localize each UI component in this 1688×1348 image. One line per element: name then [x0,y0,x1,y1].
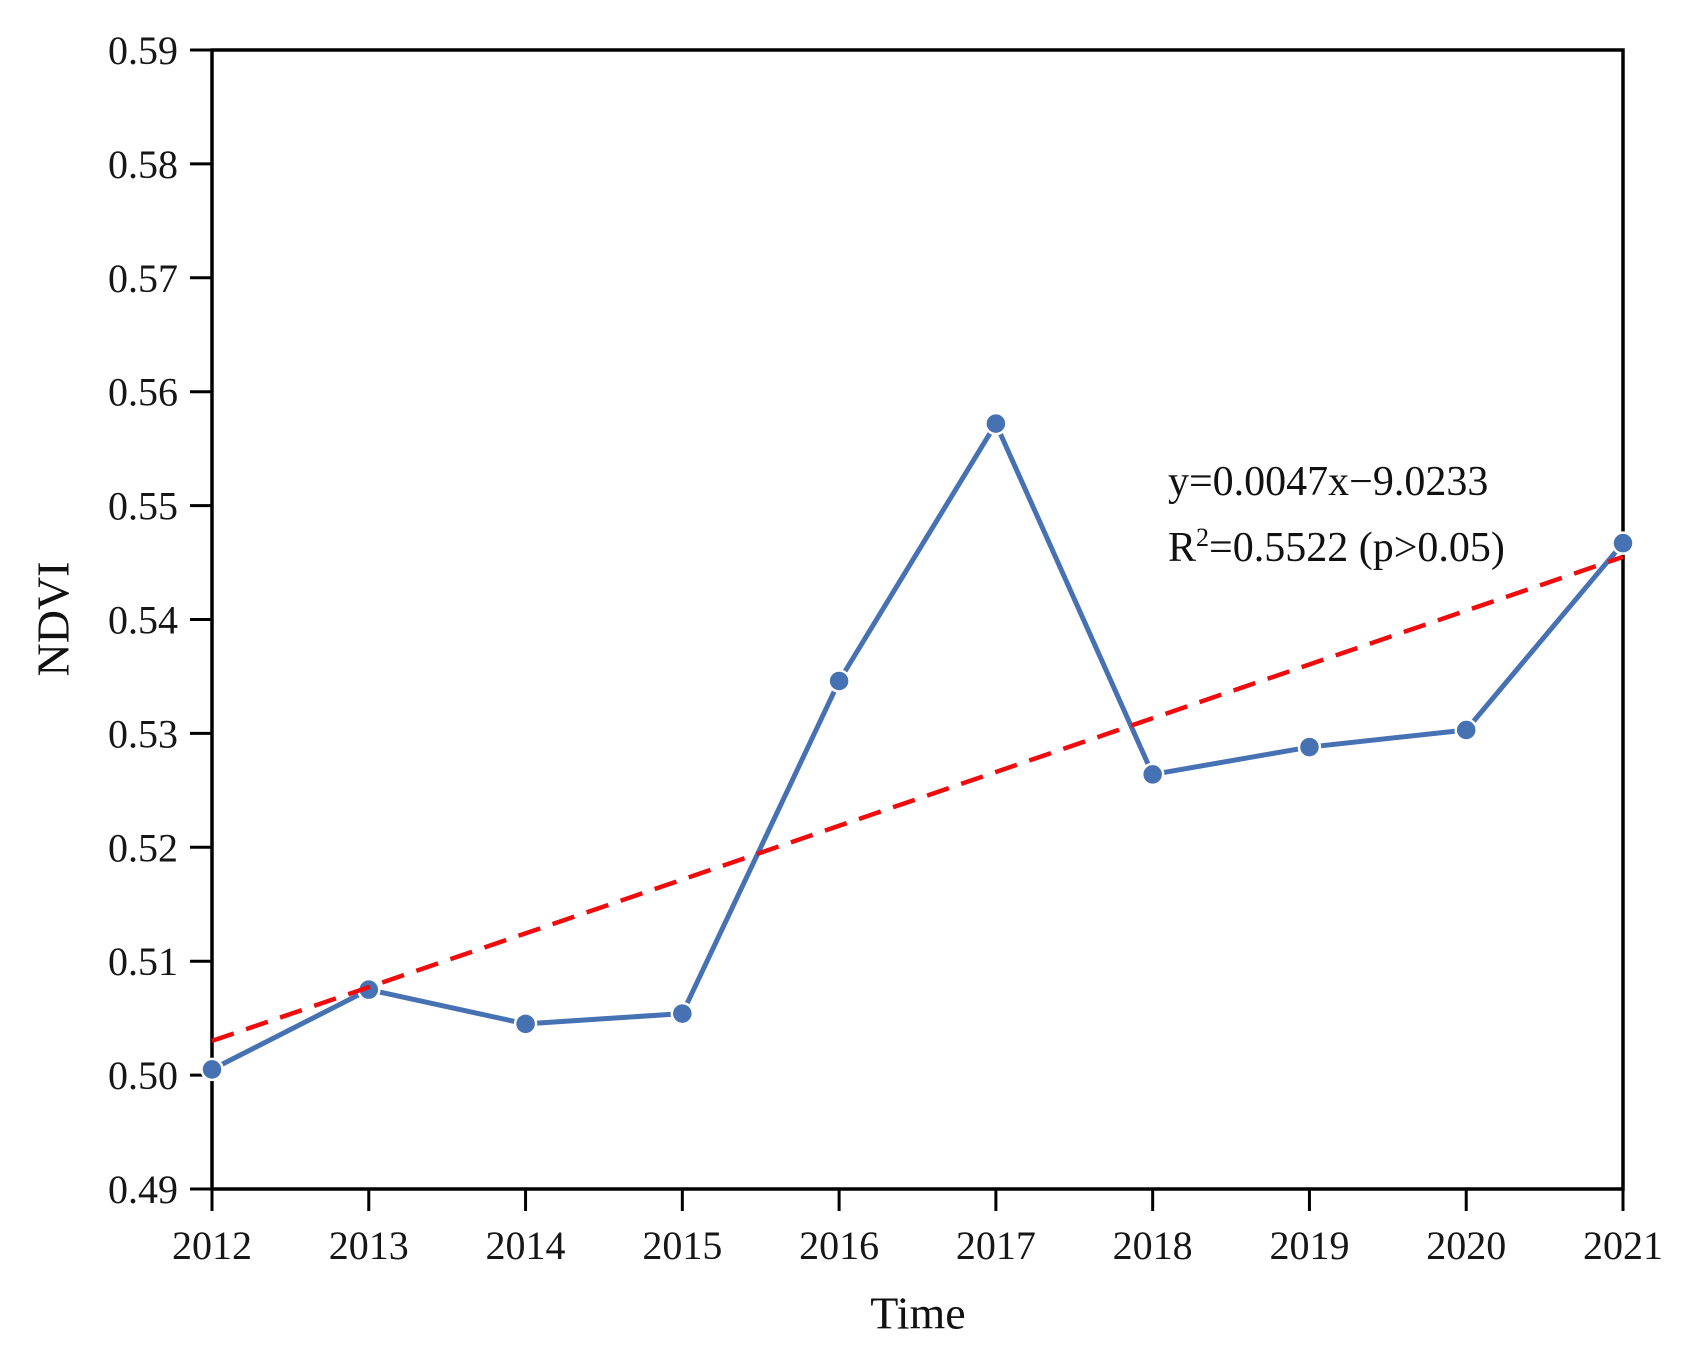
x-tick-label-2020: 2020 [1426,1223,1506,1268]
y-tick-label-0.57: 0.57 [108,256,178,301]
y-tick-label-0.49: 0.49 [108,1167,178,1212]
x-tick-label-2013: 2013 [329,1223,409,1268]
y-tick-label-0.56: 0.56 [108,370,178,415]
y-tick-label-0.51: 0.51 [108,939,178,984]
x-tick-label-2016: 2016 [799,1223,879,1268]
plot-border [210,48,1625,1191]
data-point-2015 [670,1001,695,1026]
y-axis-title: NDVI [27,561,79,677]
y-tick-label-0.55: 0.55 [108,484,178,529]
x-tick-label-2014: 2014 [486,1223,566,1268]
y-tick-label-0.58: 0.58 [108,142,178,187]
r2-base: R [1168,525,1197,572]
y-tick-label-0.59: 0.59 [108,28,178,73]
trend-annotation: y=0.0047x−9.0233 R2=0.5522 (p>0.05) [1168,449,1505,582]
data-point-2020 [1454,718,1478,742]
x-axis-title: Time [870,1287,966,1339]
data-point-2017 [984,411,1008,436]
x-tick-label-2017: 2017 [956,1223,1036,1268]
y-tick-label-0.54: 0.54 [108,598,178,643]
data-point-2016 [827,669,851,693]
trend-equation: y=0.0047x−9.0233 [1168,459,1489,505]
data-point-2014 [513,1012,538,1036]
x-tick-label-2019: 2019 [1269,1223,1349,1268]
r2-rest: =0.5522 (p>0.05) [1209,525,1505,572]
y-tick-label-0.52: 0.52 [108,825,178,870]
data-point-2012 [200,1057,224,1082]
trend-r-squared: R2=0.5522 (p>0.05) [1168,515,1505,581]
data-point-2018 [1140,762,1165,787]
x-tick-label-2015: 2015 [642,1223,722,1268]
y-tick-label-0.53: 0.53 [108,711,178,756]
x-tick-label-2021: 2021 [1583,1223,1663,1268]
trend-line [211,554,1624,1044]
x-tick-label-2018: 2018 [1113,1223,1193,1268]
x-tick-label-2012: 2012 [172,1223,252,1268]
ndvi-series-line [209,421,1626,1072]
y-tick-label-0.50: 0.50 [108,1053,178,1098]
data-point-2021 [1611,531,1635,555]
r2-superscript: 2 [1196,523,1210,553]
data-point-2019 [1297,735,1322,759]
